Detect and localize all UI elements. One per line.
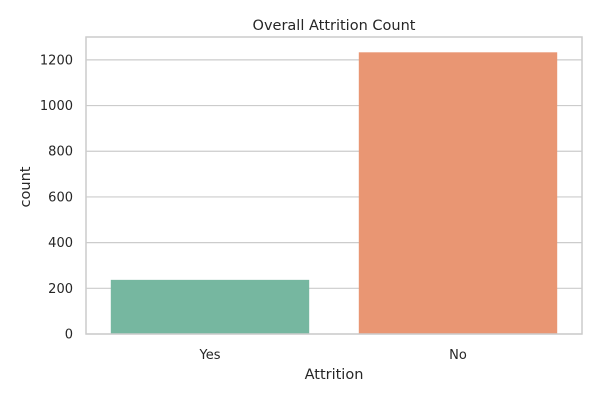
y-tick-label: 200 — [48, 282, 73, 297]
plot-border — [85, 36, 583, 335]
y-tick-label: 600 — [48, 190, 73, 205]
bar-yes — [110, 279, 310, 334]
bar-no — [358, 52, 558, 335]
x-tick-labels: Yes No — [199, 348, 467, 363]
chart-title: Overall Attrition Count — [253, 18, 416, 34]
y-tick-label: 1000 — [40, 99, 73, 114]
x-tick-label: Yes — [199, 348, 221, 363]
plot-frame — [85, 36, 583, 335]
y-tick-label: 400 — [48, 236, 73, 251]
y-tick-label: 800 — [48, 145, 73, 160]
y-axis-label: count — [18, 166, 34, 207]
x-axis-label: Attrition — [305, 367, 364, 383]
y-tick-label: 0 — [65, 328, 73, 343]
bars — [110, 52, 558, 335]
y-tick-labels: 0 200 400 600 800 1000 1200 — [40, 53, 73, 342]
x-tick-label: No — [449, 348, 467, 363]
y-tick-label: 1200 — [40, 53, 73, 68]
